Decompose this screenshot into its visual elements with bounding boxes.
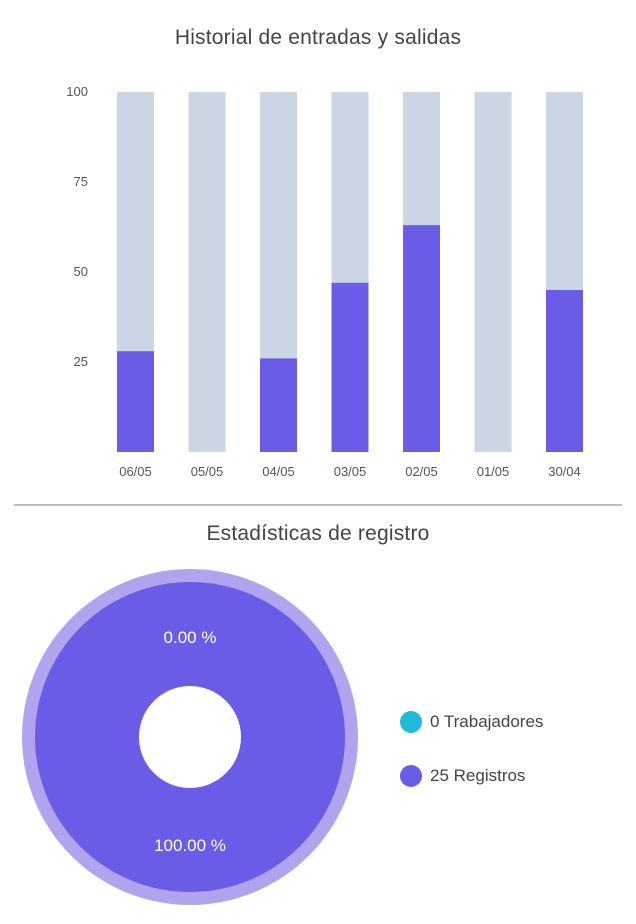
x-tick-label: 04/05 (262, 464, 295, 479)
legend-item-registros: 25 Registros (400, 762, 543, 790)
bar-06/05 (117, 351, 154, 452)
pie-legend: 0 Trabajadores 25 Registros (400, 708, 543, 816)
bar-03/05 (331, 282, 369, 452)
bar-30/04 (546, 290, 583, 452)
slice-percent-label: 100.00 % (154, 836, 226, 855)
x-tick-label: 05/05 (191, 464, 224, 479)
x-tick-label: 06/05 (119, 464, 152, 479)
legend-label-registros: 25 Registros (430, 766, 526, 785)
bar-02/05 (403, 225, 440, 452)
slice-percent-label: 0.00 % (164, 628, 217, 647)
legend-label-trabajadores: 0 Trabajadores (430, 712, 544, 731)
y-tick-label: 100 (66, 84, 88, 99)
bar-background (474, 92, 512, 452)
x-tick-label: 02/05 (405, 464, 438, 479)
bar-chart: 25 50 75 100 06/05 05/05 04/05 03/05 02/05 01/05 3… (66, 84, 583, 479)
x-tick-label: 30/04 (548, 464, 581, 479)
donut-hole (139, 686, 241, 788)
legend-dot-trabajadores (400, 711, 422, 733)
pie-chart-title: Estadísticas de registro (206, 522, 430, 545)
legend-item-trabajadores: 0 Trabajadores (400, 708, 543, 736)
y-tick-label: 50 (74, 264, 88, 279)
x-tick-label: 01/05 (477, 464, 510, 479)
y-tick-label: 75 (74, 174, 88, 189)
bar-background (188, 92, 226, 452)
legend-dot-registros (400, 765, 422, 787)
section-divider (14, 504, 622, 506)
bar-04/05 (260, 358, 297, 452)
y-tick-label: 25 (74, 354, 88, 369)
x-tick-label: 03/05 (334, 464, 367, 479)
bar-chart-title: Historial de entradas y salidas (174, 26, 462, 49)
